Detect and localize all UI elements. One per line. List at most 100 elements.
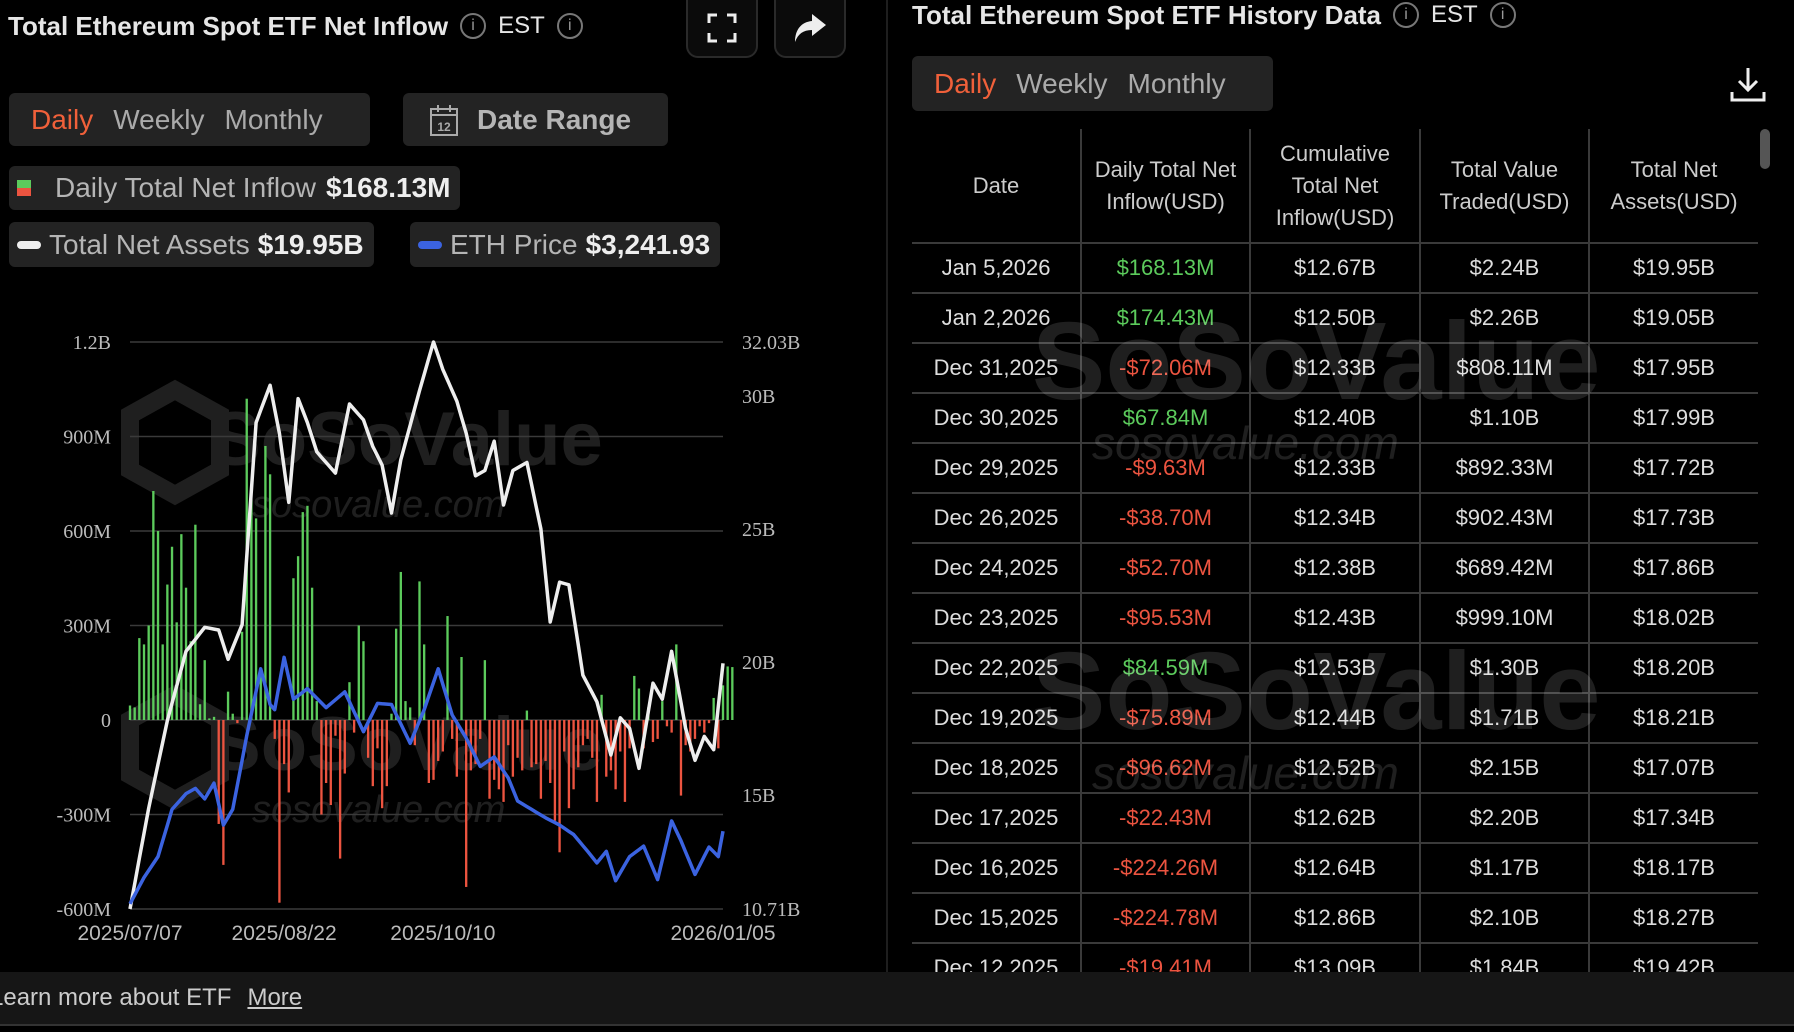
footer-text: Learn more about ETF (0, 984, 232, 1011)
inflow-bar (352, 720, 356, 733)
inflow-bar (633, 675, 636, 720)
watermark-url: sosovalue.com (252, 484, 505, 526)
inflow-bar (152, 490, 155, 720)
inflow-bar (497, 720, 501, 790)
legend-inflow-value: $168.13M (325, 172, 451, 203)
inflow-bar (376, 720, 379, 749)
traded-cell: $1.10B (1419, 392, 1590, 444)
info-icon[interactable]: i (460, 13, 487, 39)
inflow-bar (726, 666, 729, 720)
table-row[interactable]: Dec 17,2025 -$22.43M $12.62B $2.20B $17.34B (912, 792, 1758, 844)
inflow-bar (390, 713, 393, 720)
traded-cell: $1.17B (1419, 842, 1590, 894)
date-cell: Dec 24,2025 (912, 542, 1082, 594)
tab-monthly[interactable]: Monthly (1127, 67, 1226, 99)
assets-cell: $17.95B (1588, 342, 1758, 394)
table-row[interactable]: Dec 15,2025 -$224.78M $12.86B $2.10B $18.27B (912, 892, 1758, 944)
inflow-cell: -$19.41M (1080, 942, 1251, 972)
inflow-bar (315, 701, 318, 720)
inflow-bar (670, 720, 673, 733)
table-row[interactable]: Dec 19,2025 -$75.89M $12.44B $1.71B $18.21B (912, 692, 1758, 744)
tab-daily[interactable]: Daily (31, 103, 94, 135)
table-row[interactable]: Dec 31,2025 -$72.06M $12.33B $808.11M $17.95… (912, 342, 1758, 394)
inflow-bar (166, 584, 169, 720)
inflow-bar (259, 675, 262, 720)
table-scrollbar[interactable] (1760, 129, 1770, 169)
cumulative-cell: $12.43B (1249, 592, 1421, 644)
cumulative-cell: $12.53B (1249, 642, 1421, 694)
inflow-bar (320, 720, 323, 815)
assets-cell: $18.17B (1588, 842, 1758, 894)
column-header: Date (912, 129, 1082, 244)
date-cell: Dec 19,2025 (912, 692, 1082, 744)
traded-cell: $2.15B (1419, 742, 1590, 794)
table-row[interactable]: Dec 29,2025 -$9.63M $12.33B $892.33M $17.72B (912, 442, 1758, 494)
inflow-cell: -$38.70M (1080, 492, 1251, 544)
table-row[interactable]: Dec 30,2025 $67.84M $12.40B $1.10B $17.99B (912, 392, 1758, 444)
table-row[interactable]: Dec 26,2025 -$38.70M $12.34B $902.43M $17.73… (912, 492, 1758, 544)
inflow-bar (282, 720, 286, 765)
inflow-bar (525, 710, 529, 720)
info-icon[interactable]: i (1393, 2, 1420, 28)
calendar-icon: 12 (430, 104, 458, 136)
inflow-bar (712, 697, 715, 720)
right-axis-tick: 32.03B (742, 332, 800, 354)
table-row[interactable]: Jan 5,2026 $168.13M $12.67B $2.24B $19.95B (912, 242, 1758, 294)
legend-price-label: ETH Price (450, 228, 578, 260)
inflow-bar (693, 720, 697, 739)
history-title: Total Ethereum Spot ETF History Data i E… (912, 0, 1516, 33)
left-axis-tick: -600M (57, 899, 112, 921)
table-row[interactable]: Dec 24,2025 -$52.70M $12.38B $689.42M $17.86… (912, 542, 1758, 594)
inflow-cell: $174.43M (1080, 292, 1251, 344)
date-cell: Dec 23,2025 (912, 592, 1082, 644)
tab-monthly[interactable]: Monthly (224, 103, 323, 135)
footer-bar: Learn more about ETF More (0, 972, 1794, 1024)
cumulative-cell: $13.09B (1249, 942, 1421, 972)
inflow-chart[interactable]: SoSoValuesosovalue.comSoSoValuesosovalue… (0, 300, 886, 972)
table-row[interactable]: Dec 22,2025 $84.59M $12.53B $1.30B $18.20B (912, 642, 1758, 694)
watermark-url: sosovalue.com (252, 789, 505, 831)
table-row[interactable]: Jan 2,2026 $174.43M $12.50B $2.26B $19.05B (912, 292, 1758, 344)
traded-cell: $999.10M (1419, 592, 1590, 644)
date-cell: Jan 5,2026 (912, 242, 1082, 294)
info-icon[interactable]: i (1489, 2, 1516, 28)
table-row[interactable]: Dec 12,2025 -$19.41M $13.09B $1.84B $19.42B (912, 942, 1758, 972)
date-range-button[interactable]: 12 Date Range (403, 93, 668, 146)
inflow-bar (189, 641, 192, 720)
traded-cell: $2.24B (1419, 242, 1590, 294)
more-link[interactable]: More (247, 984, 303, 1011)
inflow-cell: -$9.63M (1080, 442, 1251, 494)
right-axis-tick: 20B (742, 652, 775, 674)
inflow-bar (474, 720, 477, 765)
table-row[interactable]: Dec 18,2025 -$96.62M $12.52B $2.15B $17.07B (912, 742, 1758, 794)
tab-weekly[interactable]: Weekly (1016, 67, 1108, 99)
legend-price[interactable]: ETH Price $3,241.93 (410, 222, 721, 267)
download-button[interactable] (1728, 64, 1768, 104)
cumulative-cell: $12.62B (1249, 792, 1421, 844)
table-row[interactable]: Dec 23,2025 -$95.53M $12.43B $999.10M $18.02… (912, 592, 1758, 644)
inflow-bar (338, 720, 342, 859)
left-axis-tick: 600M (63, 521, 111, 543)
traded-cell: $1.71B (1419, 692, 1590, 744)
assets-cell: $18.27B (1588, 892, 1758, 944)
fullscreen-button[interactable] (686, 0, 758, 58)
tab-daily[interactable]: Daily (934, 67, 997, 99)
x-axis-tick: 2025/10/10 (390, 922, 495, 945)
inflow-bar (226, 691, 230, 720)
inflow-bar (581, 720, 585, 746)
cumulative-cell: $12.52B (1249, 742, 1421, 794)
cumulative-cell: $12.44B (1249, 692, 1421, 744)
info-icon[interactable]: i (556, 13, 583, 39)
inflow-bar (465, 720, 468, 887)
traded-cell: $1.30B (1419, 642, 1590, 694)
inflow-bar (707, 720, 711, 724)
legend-assets[interactable]: Total Net Assets $19.95B (9, 222, 374, 267)
inflow-bar (408, 707, 412, 720)
share-button[interactable] (774, 0, 846, 58)
inflow-bar (651, 720, 655, 743)
table-row[interactable]: Dec 16,2025 -$224.26M $12.64B $1.17B $18.17B (912, 842, 1758, 894)
legend-inflow[interactable]: Daily Total Net Inflow $168.13M (9, 166, 461, 210)
tab-weekly[interactable]: Weekly (113, 103, 205, 135)
inflow-bar (198, 704, 202, 720)
footer-divider (0, 1024, 1794, 1026)
